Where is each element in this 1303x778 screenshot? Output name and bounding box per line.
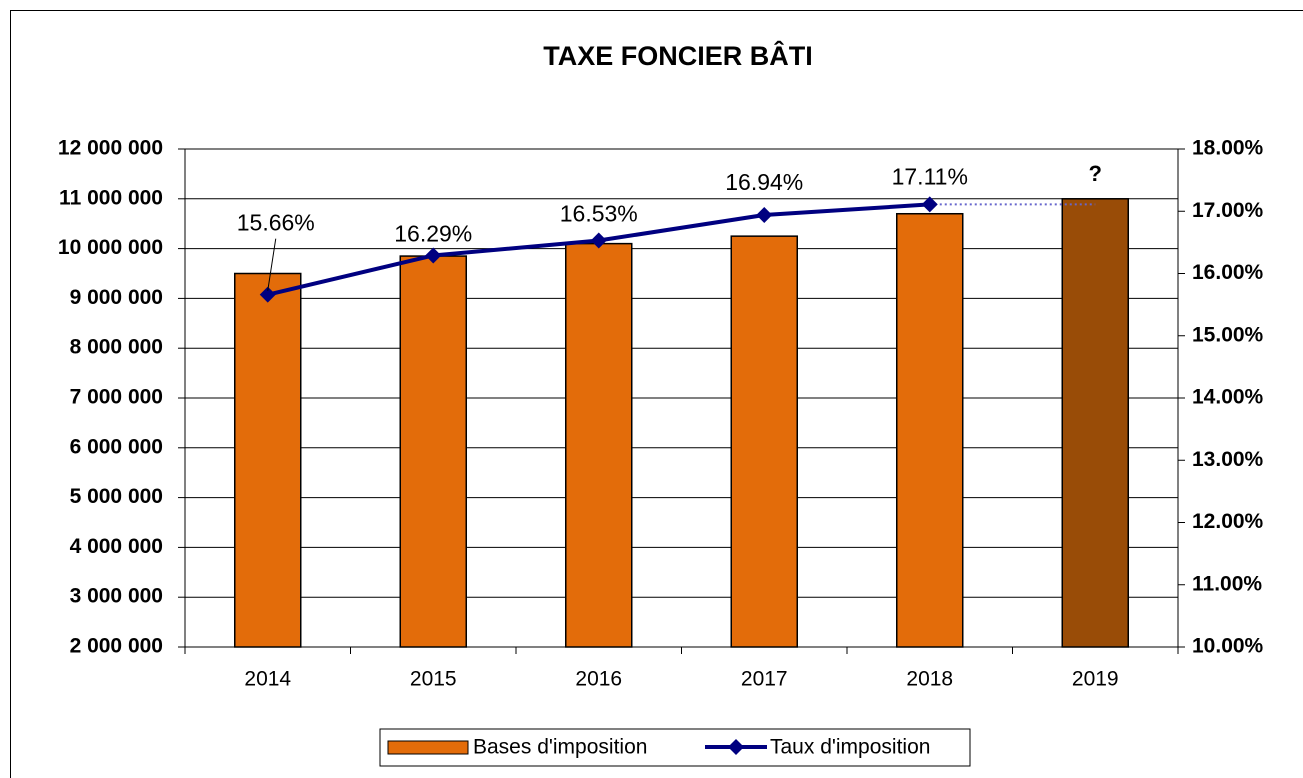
x-tick-label: 2017	[741, 668, 788, 691]
annotation: ?	[1089, 161, 1102, 186]
y-tick-label: 3 000 000	[70, 585, 163, 608]
y-tick-label: 4 000 000	[70, 535, 163, 558]
marker	[590, 232, 607, 249]
legend-marker	[728, 739, 744, 755]
y-tick-label: 10 000 000	[58, 236, 163, 259]
y-tick-label: 12 000 000	[58, 137, 163, 160]
chart-title: TAXE FONCIER BÂTI	[543, 40, 813, 71]
legend-swatch	[387, 740, 469, 755]
bar	[1061, 198, 1129, 648]
leader-line	[267, 238, 277, 291]
x-tick-label: 2016	[575, 668, 622, 691]
y2-tick-label: 18.00%	[1192, 137, 1264, 160]
y2-tick-label: 12.00%	[1192, 510, 1264, 533]
data-label: 16.29%	[394, 221, 472, 247]
y2-tick-label: 15.00%	[1192, 323, 1264, 346]
x-tick-label: 2014	[244, 668, 291, 691]
y-tick-label: 5 000 000	[70, 485, 163, 508]
y-tick-label: 8 000 000	[70, 336, 163, 359]
y2-tick-label: 14.00%	[1192, 386, 1264, 409]
data-label: 16.53%	[560, 201, 638, 227]
y-tick-label: 6 000 000	[70, 435, 163, 458]
bar	[234, 272, 302, 648]
data-label: 16.94%	[725, 169, 803, 195]
y-tick-label: 2 000 000	[70, 635, 163, 658]
legend-label: Taux d'imposition	[770, 736, 930, 759]
y2-tick-label: 17.00%	[1192, 199, 1264, 222]
bar	[565, 242, 633, 648]
bar	[896, 212, 964, 648]
bar	[730, 235, 798, 648]
bar	[399, 255, 467, 648]
legend-label: Bases d'imposition	[473, 736, 647, 759]
marker	[259, 286, 276, 303]
data-label: 17.11%	[892, 163, 968, 189]
y-tick-label: 9 000 000	[70, 286, 163, 309]
x-tick-label: 2015	[410, 668, 457, 691]
marker	[921, 196, 938, 213]
x-tick-label: 2019	[1072, 668, 1119, 691]
y-tick-label: 11 000 000	[59, 186, 163, 209]
y-tick-label: 7 000 000	[70, 386, 163, 409]
x-tick-label: 2018	[906, 668, 953, 691]
y2-tick-label: 13.00%	[1192, 448, 1264, 471]
y2-tick-label: 10.00%	[1192, 635, 1264, 658]
marker	[756, 206, 773, 223]
legend-box	[379, 728, 971, 767]
data-label: 15.66%	[237, 210, 315, 236]
y2-tick-label: 16.00%	[1192, 261, 1264, 284]
marker	[425, 247, 442, 264]
y2-tick-label: 11.00%	[1192, 572, 1262, 595]
